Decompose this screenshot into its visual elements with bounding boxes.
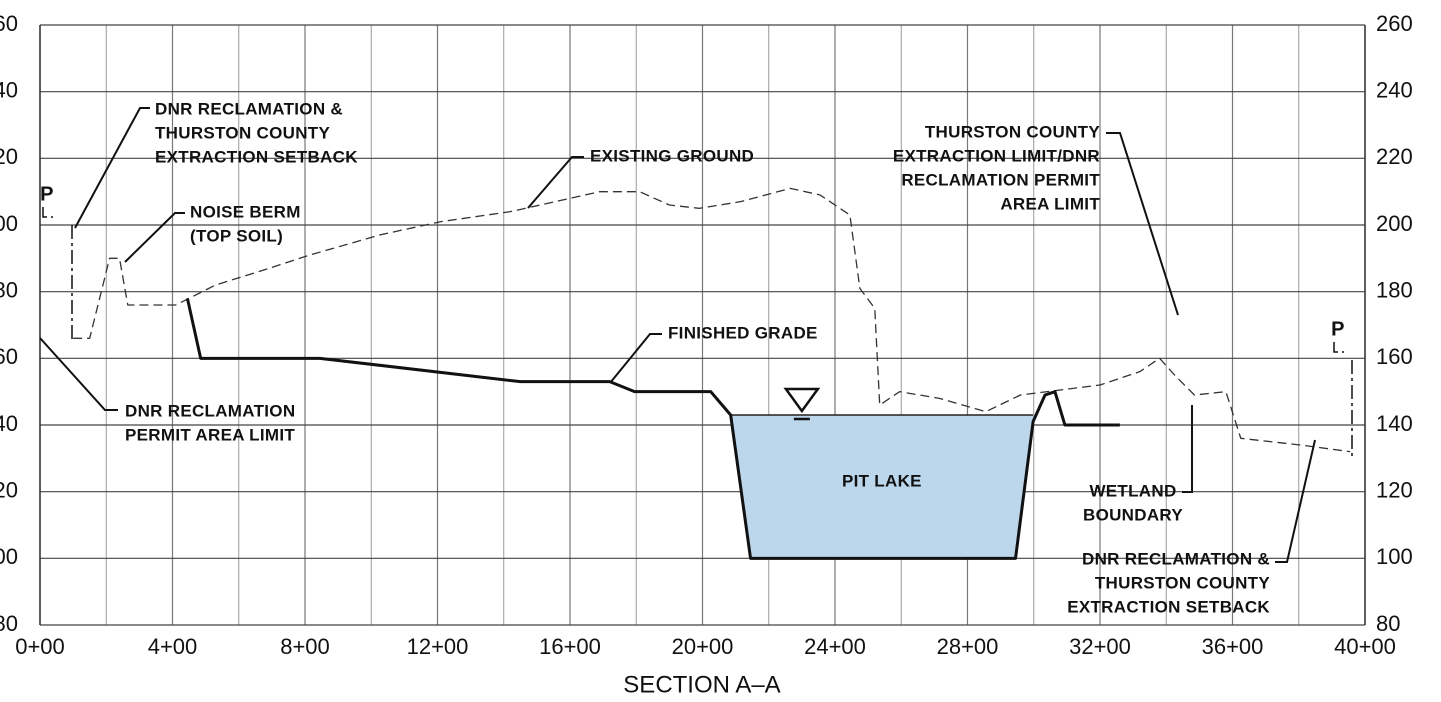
annotation: (TOP SOIL) — [190, 226, 283, 245]
annotation: DNR RECLAMATION & — [155, 99, 343, 118]
y-tick-label: 100 — [0, 544, 18, 569]
leader-line — [609, 333, 662, 384]
leader-line — [527, 156, 584, 209]
leader-line — [74, 107, 150, 229]
x-tick-label: 0+00 — [15, 634, 65, 659]
lake — [730, 415, 1034, 559]
y2-tick-label: 200 — [1376, 211, 1413, 236]
y2-tick-label: 220 — [1376, 144, 1413, 169]
y2-tick-label: 180 — [1376, 277, 1413, 302]
water-symbol — [783, 387, 821, 421]
annotation: THURSTON COUNTY — [925, 122, 1100, 141]
property-line-label: P — [40, 183, 54, 205]
y2-tick-label: 160 — [1376, 344, 1413, 369]
x-tick-label: 16+00 — [539, 634, 601, 659]
y-tick-label: 160 — [0, 344, 18, 369]
x-tick-label: 4+00 — [148, 634, 198, 659]
annotation: BOUNDARY — [1083, 505, 1183, 524]
annotation: EXTRACTION SETBACK — [155, 147, 358, 166]
y-tick-label: 200 — [0, 211, 18, 236]
property-line — [42, 207, 73, 340]
y-tick-label: 240 — [0, 77, 18, 102]
annotation: DNR RECLAMATION — [125, 401, 295, 420]
y-tick-label: 140 — [0, 411, 18, 436]
x-tick-label: 40+00 — [1334, 634, 1396, 659]
y-tick-label: 80 — [0, 611, 18, 636]
y2-tick-label: 240 — [1376, 77, 1413, 102]
y2-tick-label: 100 — [1376, 544, 1413, 569]
x-tick-label: 12+00 — [407, 634, 469, 659]
y2-tick-label: 260 — [1376, 11, 1413, 36]
leader-line — [1106, 132, 1179, 316]
property-line — [1333, 342, 1353, 460]
y-tick-label: 180 — [0, 277, 18, 302]
annotation: EXISTING GROUND — [590, 146, 754, 165]
annotation: FINISHED GRADE — [668, 323, 818, 342]
annotation: EXTRACTION LIMIT/DNR — [893, 146, 1100, 165]
leader-line — [1275, 439, 1316, 563]
annotation: PERMIT AREA LIMIT — [125, 425, 295, 444]
property-line-label: P — [1331, 318, 1345, 340]
x-tick-label: 24+00 — [804, 634, 866, 659]
series-line — [73, 187, 1351, 453]
annotation: THURSTON COUNTY — [155, 123, 330, 142]
annotation: AREA LIMIT — [1000, 194, 1100, 213]
annotation: NOISE BERM — [190, 202, 301, 221]
annotation: EXTRACTION SETBACK — [1067, 597, 1270, 616]
y-tick-label: 260 — [0, 11, 18, 36]
x-tick-label: 20+00 — [672, 634, 734, 659]
y-tick-label: 120 — [0, 477, 18, 502]
x-tick-label: 32+00 — [1069, 634, 1131, 659]
annotation: DNR RECLAMATION & — [1082, 549, 1270, 568]
lake-label: PIT LAKE — [842, 471, 922, 490]
annotation: WETLAND — [1089, 481, 1176, 500]
x-tick-label: 36+00 — [1202, 634, 1264, 659]
annotation: THURSTON COUNTY — [1095, 573, 1270, 592]
x-tick-label: 8+00 — [280, 634, 330, 659]
series-line — [185, 298, 1120, 560]
x-axis-label: SECTION A–A — [623, 671, 780, 698]
y2-tick-label: 120 — [1376, 477, 1413, 502]
x-tick-label: 28+00 — [937, 634, 999, 659]
y2-tick-label: 140 — [1376, 411, 1413, 436]
leader-line — [39, 337, 118, 411]
y-tick-label: 220 — [0, 144, 18, 169]
leader-line — [124, 212, 185, 263]
y2-tick-label: 80 — [1376, 611, 1400, 636]
leader-line — [1182, 405, 1193, 493]
annotation: RECLAMATION PERMIT — [901, 170, 1100, 189]
